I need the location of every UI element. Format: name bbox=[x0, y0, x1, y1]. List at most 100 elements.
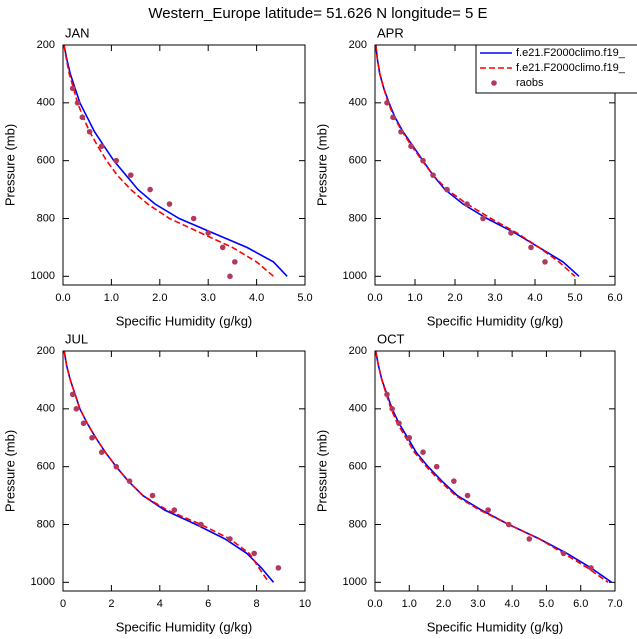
raob-point bbox=[113, 463, 120, 470]
x-tick-label: 4 bbox=[157, 598, 163, 610]
y-tick-label: 1000 bbox=[31, 270, 55, 282]
y-tick-label: 200 bbox=[349, 345, 367, 357]
y-tick-label: 200 bbox=[37, 39, 55, 51]
figure-title: Western_Europe latitude= 51.626 N longit… bbox=[148, 5, 487, 22]
x-tick-label: 0.0 bbox=[367, 292, 382, 304]
raob-point bbox=[113, 157, 120, 164]
x-tick-label: 6.0 bbox=[607, 292, 622, 304]
y-axis-label: Pressure (mb) bbox=[314, 430, 329, 512]
model-line bbox=[63, 44, 275, 277]
x-tick-label: 7.0 bbox=[607, 598, 622, 610]
y-tick-label: 400 bbox=[349, 403, 367, 415]
panel-title: JAN bbox=[65, 25, 90, 40]
raob-point bbox=[480, 215, 486, 222]
x-tick-label: 10 bbox=[299, 598, 311, 610]
x-tick-label: 5.0 bbox=[297, 292, 312, 304]
raob-point bbox=[73, 406, 80, 412]
raob-point bbox=[98, 449, 105, 456]
y-tick-label: 200 bbox=[349, 39, 367, 51]
raob-point bbox=[542, 259, 548, 265]
y-tick-label: 800 bbox=[349, 518, 367, 530]
y-axis-label: Pressure (mb) bbox=[2, 124, 17, 206]
legend-label: f.e21.F2000climo.f19_ bbox=[516, 62, 626, 74]
y-tick-label: 600 bbox=[349, 155, 367, 167]
raob-point bbox=[98, 143, 105, 150]
y-tick-label: 800 bbox=[37, 212, 55, 224]
raob-point bbox=[433, 463, 440, 470]
raob-point bbox=[526, 536, 533, 542]
raob-point bbox=[508, 230, 514, 236]
x-tick-label: 2.0 bbox=[152, 292, 167, 304]
x-tick-label: 0.0 bbox=[55, 292, 70, 304]
x-axis-label: Specific Humidity (g/kg) bbox=[427, 619, 564, 634]
raob-point bbox=[127, 172, 134, 178]
raob-point bbox=[560, 550, 567, 557]
x-tick-label: 4.0 bbox=[527, 292, 542, 304]
x-tick-label: 1.0 bbox=[104, 292, 119, 304]
legend-label: raobs bbox=[516, 77, 544, 89]
y-tick-label: 600 bbox=[37, 461, 55, 473]
x-tick-label: 3.0 bbox=[201, 292, 216, 304]
x-tick-label: 8 bbox=[254, 598, 260, 610]
model-line bbox=[374, 350, 609, 583]
raob-point bbox=[219, 244, 226, 251]
raob-point bbox=[79, 114, 86, 121]
raob-point bbox=[384, 391, 390, 398]
raob-point bbox=[86, 128, 93, 135]
raob-point bbox=[464, 492, 471, 499]
raob-point bbox=[451, 478, 457, 484]
raob-point bbox=[390, 114, 396, 121]
raob-point bbox=[227, 536, 233, 542]
y-tick-label: 400 bbox=[37, 403, 55, 415]
x-tick-label: 0.0 bbox=[367, 598, 382, 610]
legend-label: f.e21.F2000climo.f19_ bbox=[516, 47, 626, 59]
raob-point bbox=[190, 215, 197, 222]
x-tick-label: 5.0 bbox=[567, 292, 582, 304]
panel-title: APR bbox=[377, 25, 404, 40]
legend-marker bbox=[491, 80, 497, 86]
panel-title: OCT bbox=[377, 331, 405, 346]
y-tick-label: 1000 bbox=[31, 576, 55, 588]
y-tick-label: 400 bbox=[349, 97, 367, 109]
x-axis-label: Specific Humidity (g/kg) bbox=[116, 619, 253, 634]
x-tick-label: 2 bbox=[108, 598, 114, 610]
y-tick-label: 1000 bbox=[343, 576, 367, 588]
x-axis-label: Specific Humidity (g/kg) bbox=[427, 313, 564, 328]
raob-point bbox=[528, 244, 534, 251]
raob-point bbox=[205, 230, 211, 236]
raob-point bbox=[149, 492, 156, 499]
x-tick-label: 2.0 bbox=[436, 598, 451, 610]
raob-point bbox=[396, 420, 402, 427]
y-tick-label: 800 bbox=[37, 518, 55, 530]
y-tick-label: 200 bbox=[37, 345, 55, 357]
raob-point bbox=[251, 550, 257, 557]
raob-point bbox=[389, 406, 395, 412]
raob-point bbox=[69, 85, 76, 92]
x-tick-label: 3.0 bbox=[470, 598, 485, 610]
y-tick-label: 600 bbox=[37, 155, 55, 167]
plot-frame bbox=[62, 350, 306, 592]
raob-point bbox=[430, 172, 436, 178]
raob-point bbox=[227, 273, 233, 280]
y-tick-label: 600 bbox=[349, 461, 367, 473]
raob-point bbox=[166, 201, 173, 207]
x-tick-label: 4.0 bbox=[249, 292, 264, 304]
raob-point bbox=[505, 521, 512, 528]
raob-point bbox=[171, 507, 178, 513]
x-axis-label: Specific Humidity (g/kg) bbox=[116, 313, 253, 328]
x-tick-label: 2.0 bbox=[447, 292, 462, 304]
x-tick-label: 6 bbox=[205, 598, 211, 610]
raob-point bbox=[198, 521, 204, 528]
y-tick-label: 800 bbox=[349, 212, 367, 224]
raob-point bbox=[420, 449, 426, 456]
raob-point bbox=[80, 420, 87, 427]
x-tick-label: 6.0 bbox=[573, 598, 588, 610]
raob-point bbox=[464, 201, 470, 207]
y-tick-label: 1000 bbox=[343, 270, 367, 282]
x-tick-label: 1.0 bbox=[402, 598, 417, 610]
raob-point bbox=[74, 100, 81, 106]
raob-point bbox=[408, 143, 414, 150]
x-tick-label: 3.0 bbox=[487, 292, 502, 304]
raob-point bbox=[126, 478, 133, 484]
